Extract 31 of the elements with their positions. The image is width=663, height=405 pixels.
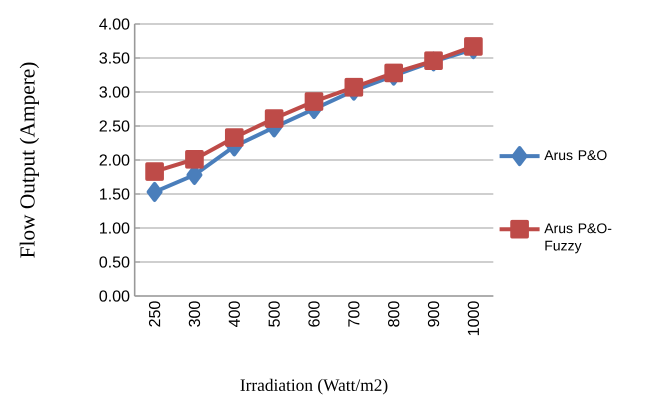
x-tick-label: 900 — [428, 301, 440, 327]
y-tick-label: 1.00 — [100, 222, 130, 234]
x-axis-title: Irradiation (Watt/m2) — [240, 378, 388, 394]
point — [384, 64, 404, 82]
point — [185, 150, 204, 169]
y-tick-label: 3.50 — [99, 52, 130, 64]
legend-label: Arus P&O-Fuzzy — [544, 223, 612, 254]
x-tick-label: 800 — [388, 301, 400, 327]
point — [264, 109, 284, 128]
x-tick-label: 400 — [228, 301, 240, 328]
point — [146, 182, 163, 202]
y-tick-label: 1.50 — [100, 188, 130, 200]
point — [224, 128, 244, 147]
point — [344, 78, 364, 97]
y-tick-label: 2.00 — [100, 154, 130, 166]
y-tick-label: 2.50 — [100, 120, 130, 132]
legend-label: Arus P&O — [544, 150, 607, 160]
y-tick-label: 4.00 — [99, 18, 130, 30]
x-tick-label: 300 — [188, 301, 200, 327]
y-tick-label: 3.00 — [99, 86, 130, 98]
y-tick-label: 0.00 — [99, 290, 130, 302]
x-tick-label: 250 — [148, 301, 160, 327]
x-tick-label: 600 — [308, 301, 320, 327]
point — [145, 162, 164, 181]
x-tick-label: 700 — [348, 301, 360, 327]
x-tick-label: 1000 — [468, 301, 480, 336]
point — [464, 37, 483, 56]
x-tick-label: 500 — [268, 301, 280, 327]
y-tick-label: 0.50 — [99, 256, 130, 268]
point — [304, 92, 324, 111]
y-axis-title: Flow Output (Ampere) — [20, 62, 40, 258]
